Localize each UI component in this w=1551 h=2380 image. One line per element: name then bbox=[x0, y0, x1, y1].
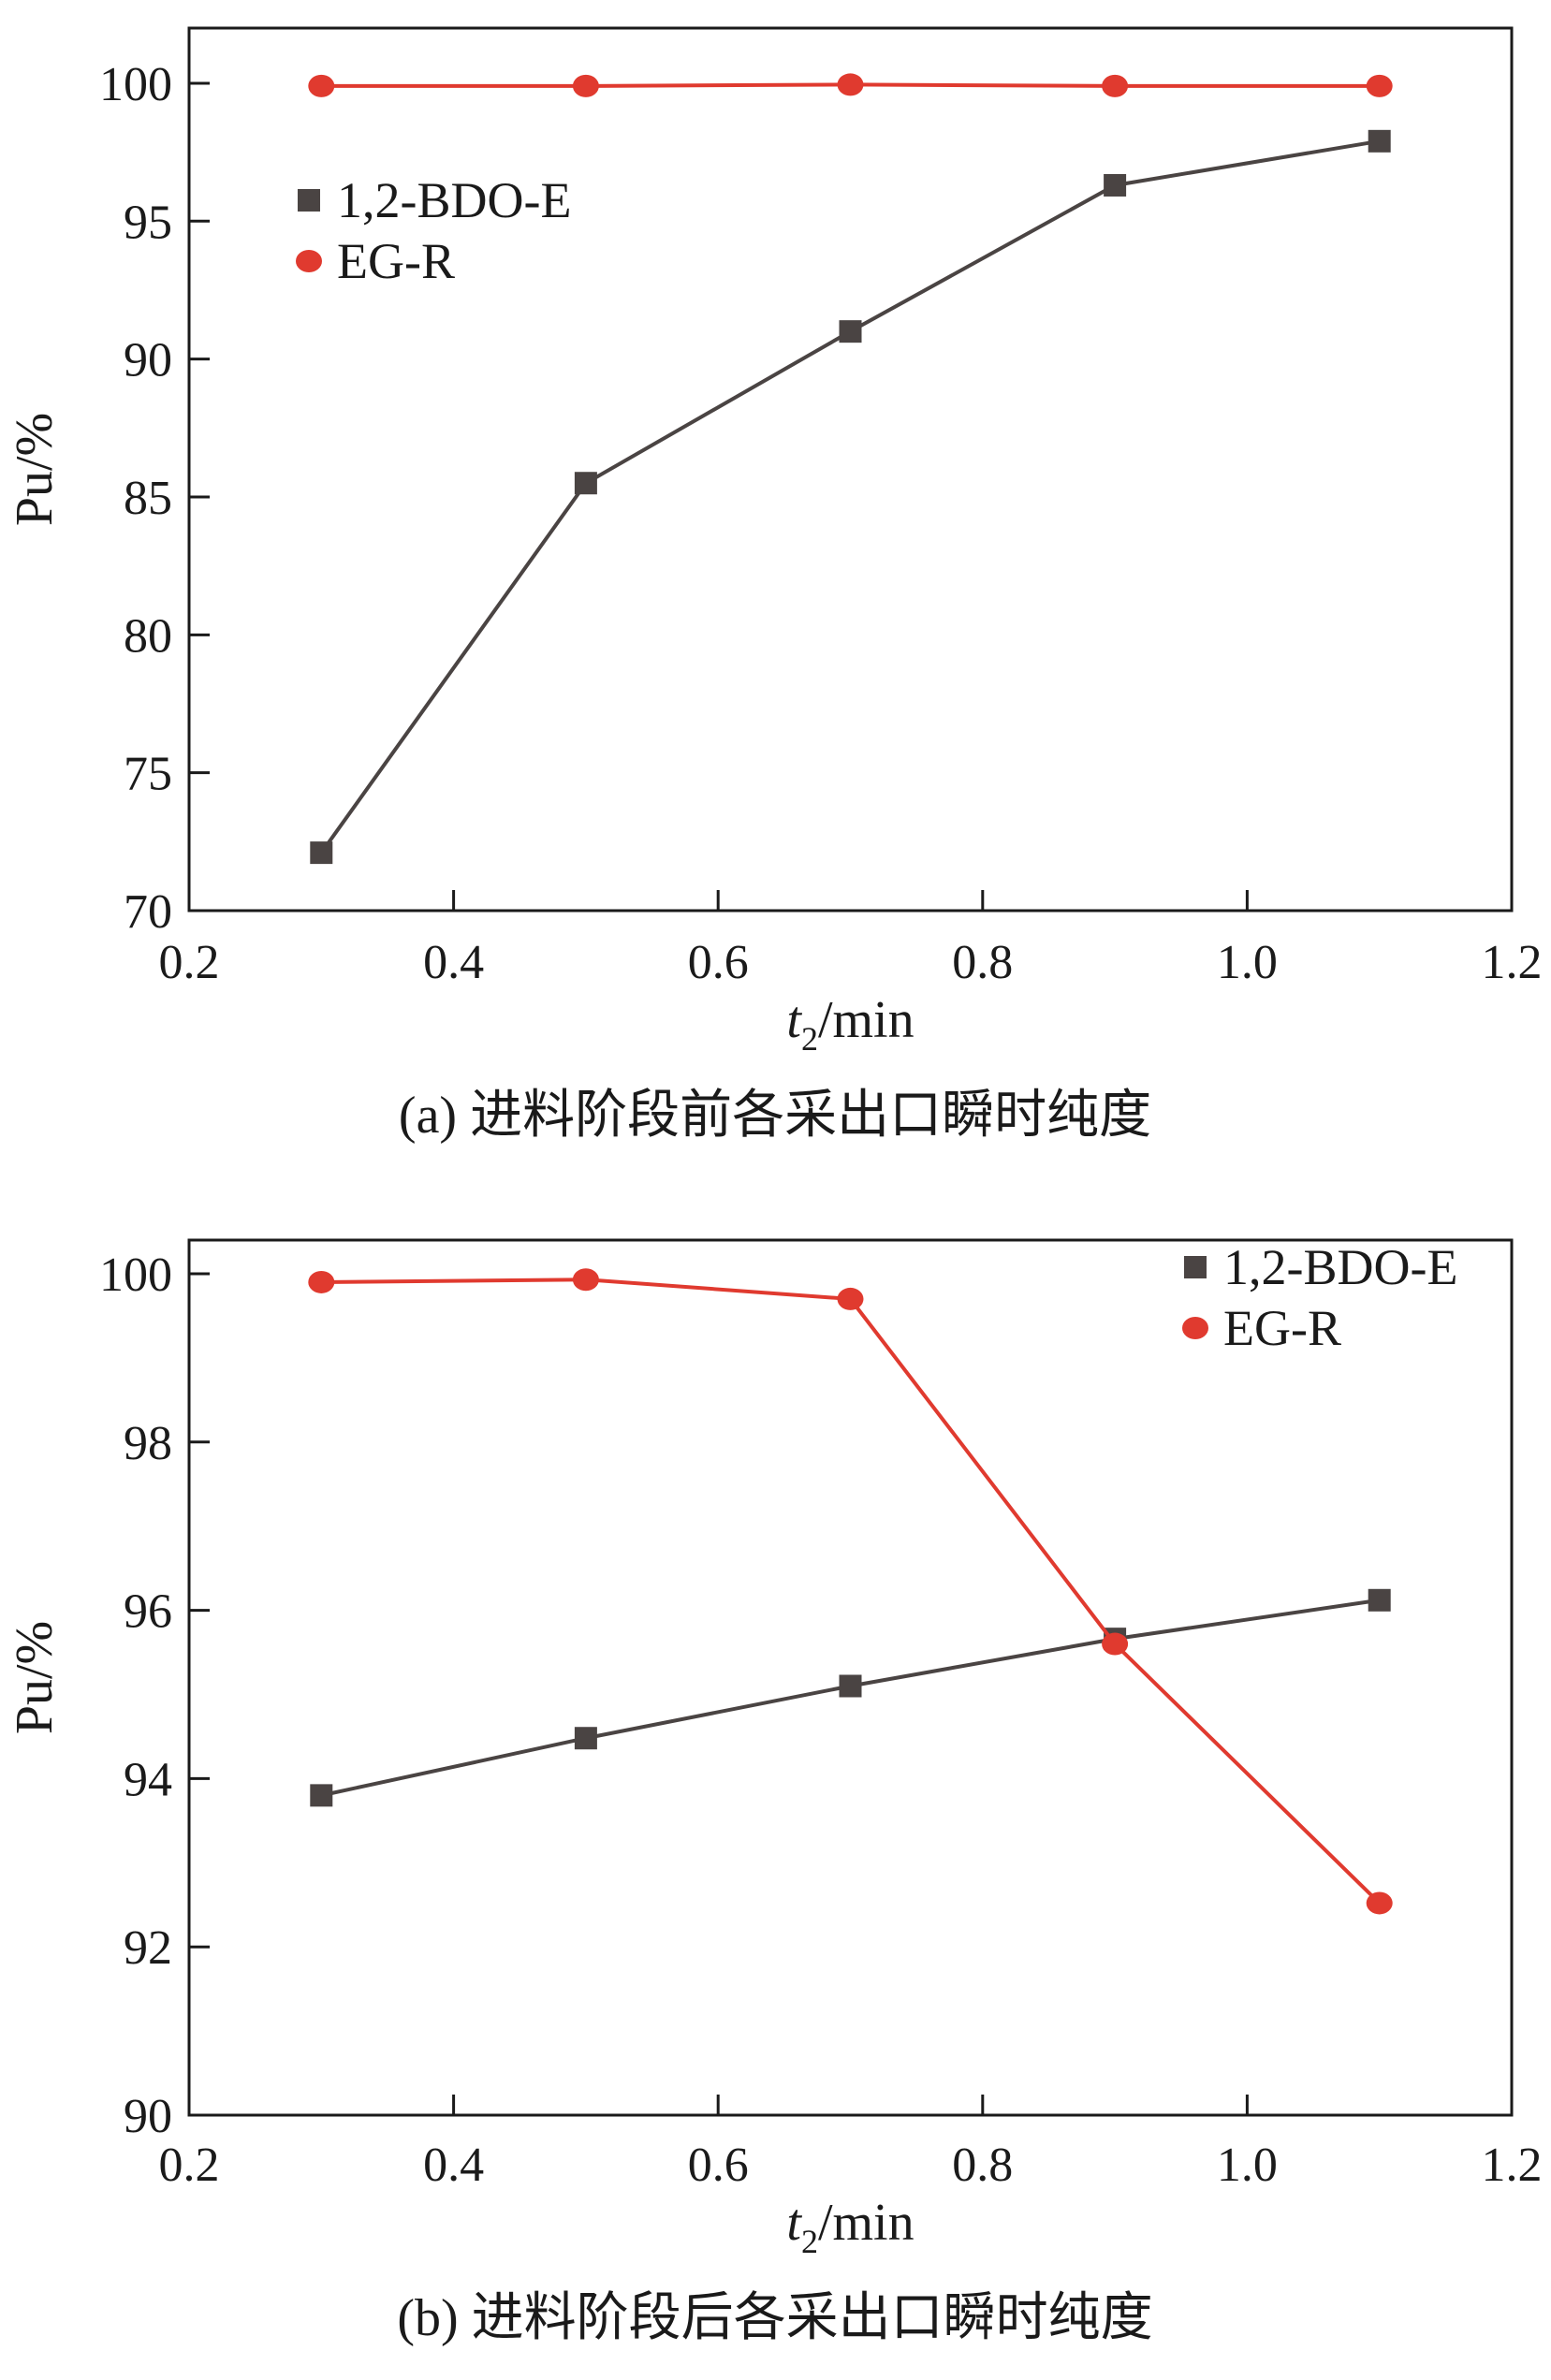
chart-b-x-tick-label: 0.4 bbox=[423, 2139, 484, 2192]
chart-a-legend-label-1: 1,2-BDO-E bbox=[337, 172, 571, 228]
chart-b-y-tick-label: 92 bbox=[124, 1921, 172, 1975]
chart-a-point-square bbox=[839, 320, 862, 343]
chart-a-y-tick-label: 80 bbox=[124, 609, 172, 663]
chart-b-y-tick-label: 94 bbox=[124, 1753, 172, 1806]
chart-a-point-circle bbox=[1102, 74, 1129, 97]
chart-b-plot-frame bbox=[187, 1238, 1514, 2117]
chart-b-point-square bbox=[1368, 1588, 1391, 1612]
chart-a-x-tick-label: 0.8 bbox=[952, 936, 1013, 989]
chart-b-point-circle bbox=[837, 1287, 864, 1310]
chart-a-x-tick-label: 0.4 bbox=[423, 936, 484, 989]
chart-a-x-tick-label: 1.0 bbox=[1217, 936, 1278, 989]
chart-b-legend-label-2: EG-R bbox=[1223, 1300, 1341, 1356]
chart-a-legend-marker-1 bbox=[298, 189, 320, 212]
chart-a-y-tick-label: 75 bbox=[124, 748, 172, 801]
chart-a-point-circle bbox=[572, 74, 599, 97]
chart-a-point-square bbox=[310, 841, 333, 865]
chart-a-legend-label-2: EG-R bbox=[337, 233, 455, 289]
chart-b-point-square bbox=[310, 1784, 333, 1807]
chart-a-point-circle bbox=[837, 73, 864, 96]
chart-a-legend-marker-2 bbox=[296, 250, 322, 272]
chart-b-y-axis-title: Pu/% bbox=[6, 1621, 64, 1734]
chart-b-legend-marker-2 bbox=[1182, 1317, 1208, 1339]
chart-b-point-circle bbox=[308, 1270, 335, 1293]
chart-a-point-circle bbox=[308, 74, 335, 97]
chart-b-x-axis-title: t2/min bbox=[786, 2194, 914, 2260]
chart-b-y-tick-label: 96 bbox=[124, 1585, 172, 1639]
chart-a-y-tick-label: 90 bbox=[124, 334, 172, 387]
chart-a-point-circle bbox=[1366, 74, 1393, 97]
chart-a-x-axis-title: t2/min bbox=[786, 991, 914, 1058]
chart-b-caption: (b) 进料阶段后各采出口瞬时纯度 bbox=[397, 2289, 1152, 2347]
chart-a-y-tick-label: 70 bbox=[124, 885, 172, 939]
chart-b-point-circle bbox=[1366, 1891, 1393, 1915]
chart-b-y-tick-label: 98 bbox=[124, 1417, 172, 1470]
chart-a-plot-frame bbox=[187, 26, 1514, 913]
chart-b: 0.2 0.4 0.6 0.8 1.0 1.2 90 92 94 96 98 100 t2/min Pu/… bbox=[6, 1238, 1543, 2347]
chart-b-point-square bbox=[839, 1674, 862, 1698]
chart-b-point-circle bbox=[1102, 1632, 1129, 1656]
chart-b-x-tick-label: 0.8 bbox=[952, 2139, 1013, 2192]
chart-b-point-circle bbox=[572, 1268, 599, 1292]
chart-a-x-tick-label: 1.2 bbox=[1482, 936, 1543, 989]
chart-b-y-tick-label: 90 bbox=[124, 2090, 172, 2143]
chart-b-x-tick-label: 1.2 bbox=[1482, 2139, 1543, 2192]
chart-b-legend-marker-1 bbox=[1184, 1256, 1207, 1278]
chart-b-x-tick-label: 0.2 bbox=[159, 2139, 220, 2192]
chart-a-x-tick-label: 0.2 bbox=[159, 936, 220, 989]
chart-a-y-tick-label: 100 bbox=[99, 58, 172, 111]
chart-a-point-square bbox=[1368, 129, 1391, 153]
chart-a-y-tick-label: 85 bbox=[124, 472, 172, 525]
chart-a-point-square bbox=[574, 472, 597, 495]
chart-b-point-square bbox=[574, 1727, 597, 1750]
chart-b-x-tick-label: 0.6 bbox=[688, 2139, 749, 2192]
chart-b-x-tick-label: 1.0 bbox=[1217, 2139, 1278, 2192]
chart-a-point-square bbox=[1104, 173, 1127, 197]
chart-b-legend-label-1: 1,2-BDO-E bbox=[1223, 1239, 1457, 1295]
chart-a-caption: (a) 进料阶段前各采出口瞬时纯度 bbox=[399, 1087, 1151, 1145]
chart-a-x-tick-label: 0.6 bbox=[688, 936, 749, 989]
chart-b-y-tick-label: 100 bbox=[99, 1248, 172, 1302]
chart-a-y-tick-label: 95 bbox=[124, 196, 172, 249]
chart-a: 0.2 0.4 0.6 0.8 1.0 1.2 70 75 80 85 90 95 100 t2/min P… bbox=[6, 26, 1543, 1145]
chart-a-y-axis-title: Pu/% bbox=[6, 413, 64, 526]
